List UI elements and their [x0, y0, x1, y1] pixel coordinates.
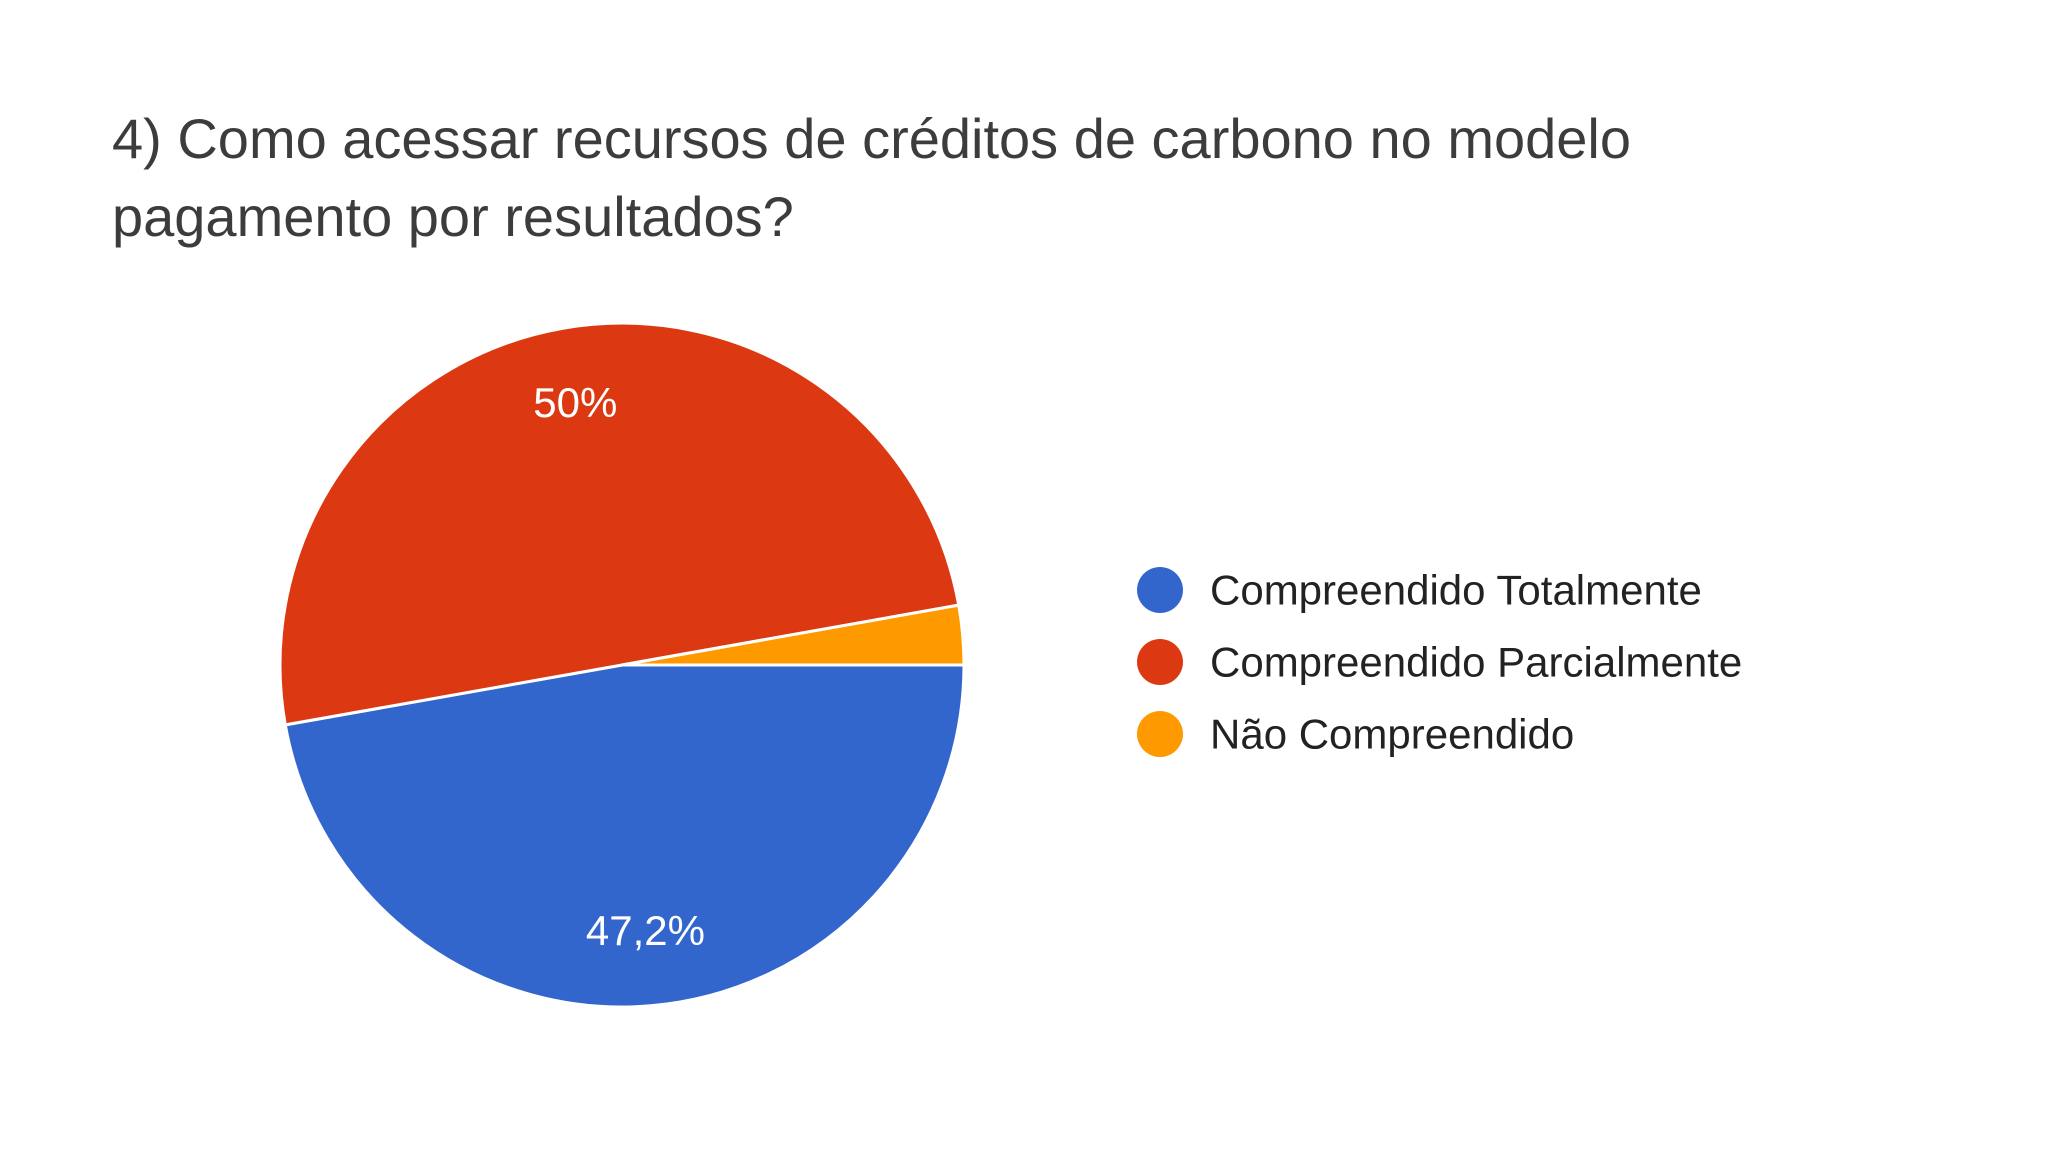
- legend-swatch-nao-compreendido: [1137, 711, 1183, 757]
- pie-slice-compreendido-parcialmente: [278, 321, 961, 727]
- legend-label-nao-compreendido: Não Compreendido: [1210, 711, 1574, 758]
- legend-swatch-compreendido-parcialmente: [1137, 639, 1183, 685]
- pie-slice-labels: 47,2% 50%: [533, 379, 705, 954]
- pie-slice-compreendido-totalmente: [283, 663, 966, 1009]
- pie-slice-nao-compreendido: [620, 603, 966, 667]
- slice-label-compreendido-parcialmente: 50%: [533, 379, 617, 426]
- slice-label-compreendido-totalmente: 47,2%: [586, 907, 705, 954]
- legend: Compreendido Totalmente Compreendido Parc…: [1137, 567, 1742, 758]
- chart-title-line-2: pagamento por resultados?: [112, 185, 794, 248]
- legend-swatch-compreendido-totalmente: [1137, 567, 1183, 613]
- chart-title: 4) Como acessar recursos de créditos de …: [112, 100, 1912, 256]
- legend-label-compreendido-parcialmente: Compreendido Parcialmente: [1210, 639, 1742, 686]
- pie-slices: [278, 321, 966, 1009]
- chart-title-line-1: 4) Como acessar recursos de créditos de …: [112, 107, 1631, 170]
- legend-label-compreendido-totalmente: Compreendido Totalmente: [1210, 567, 1702, 614]
